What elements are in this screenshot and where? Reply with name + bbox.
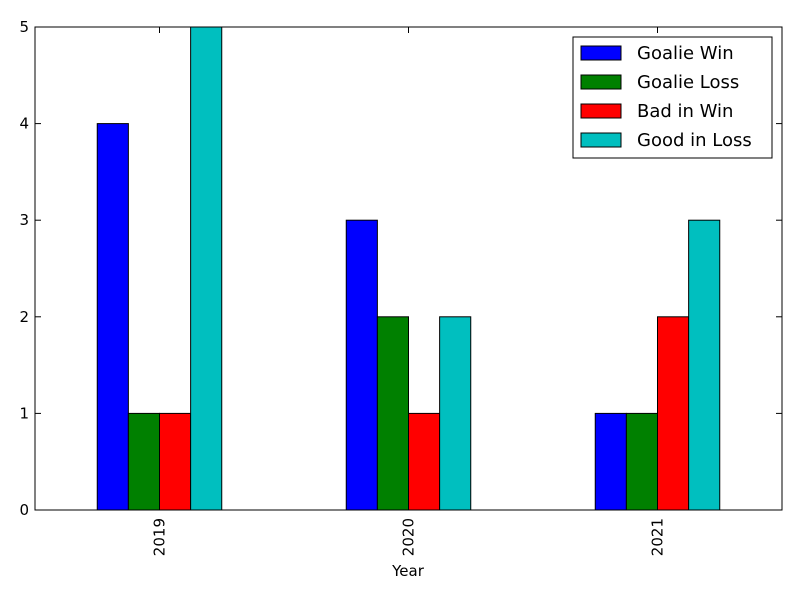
bar-bad-in-win-2019: [159, 412, 192, 511]
bar-goalie-loss-2020: [376, 316, 409, 511]
y-tick-label: 1: [19, 404, 29, 422]
bar-bad-in-win-2020: [408, 412, 441, 511]
y-tick-label: 3: [19, 211, 29, 229]
bar-goalie-loss-2021: [625, 412, 658, 511]
legend-label: Goalie Win: [637, 43, 734, 64]
legend-swatch: [580, 132, 622, 148]
legend: Goalie Win Goalie Loss Bad in Win Good in L…: [572, 36, 773, 159]
ticks: 0 1 2 3 4 5 2019 2020 2021: [19, 18, 782, 556]
bars: [96, 26, 721, 511]
legend-swatch: [580, 103, 622, 119]
legend-swatch: [580, 74, 622, 90]
x-tick-label: 2019: [151, 518, 169, 556]
y-tick-label: 0: [19, 501, 29, 519]
y-tick-label: 2: [19, 308, 29, 326]
x-tick-label: 2021: [649, 518, 667, 556]
bar-goalie-win-2019: [96, 123, 129, 511]
bar-goalie-win-2020: [345, 219, 378, 511]
bar-goalie-loss-2019: [127, 412, 160, 511]
legend-label: Good in Loss: [637, 130, 752, 151]
bar-good-in-loss-2020: [439, 316, 472, 511]
legend-label: Goalie Loss: [637, 72, 739, 93]
bar-good-in-loss-2021: [688, 219, 721, 511]
x-tick-label: 2020: [400, 518, 418, 556]
bar-goalie-win-2021: [594, 412, 627, 511]
y-tick-label: 4: [19, 115, 29, 133]
bar-good-in-loss-2019: [190, 26, 223, 511]
legend-swatch: [580, 45, 622, 61]
plot-frame: [34, 26, 783, 511]
bar-bad-in-win-2021: [657, 316, 690, 511]
legend-label: Bad in Win: [637, 101, 733, 122]
x-axis-label: Year: [391, 562, 425, 580]
y-tick-label: 5: [19, 18, 29, 36]
